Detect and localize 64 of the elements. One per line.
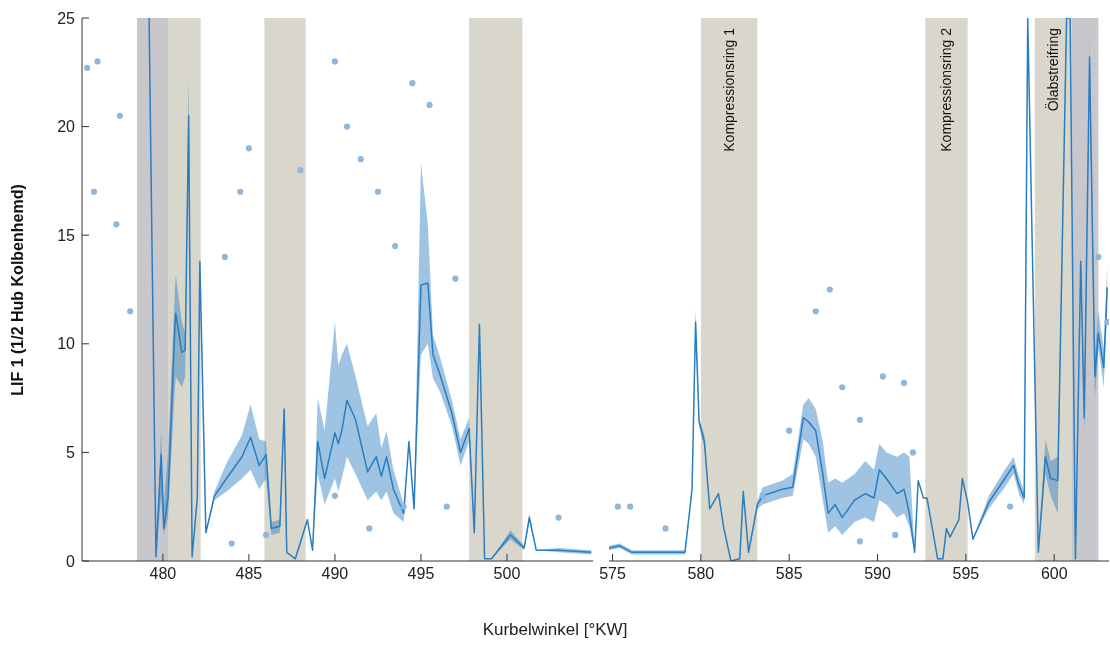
point — [614, 503, 621, 510]
point — [826, 286, 833, 293]
y-tick-label: 25 — [57, 9, 76, 27]
point — [856, 416, 863, 423]
y-tick-label: 0 — [66, 552, 76, 570]
point — [221, 253, 228, 260]
point — [94, 58, 101, 65]
band-label: Kompressionsring 2 — [938, 27, 955, 152]
point — [392, 242, 399, 250]
point — [786, 427, 793, 434]
x-tick-label: 595 — [952, 565, 980, 583]
point — [357, 156, 364, 163]
point — [1006, 503, 1014, 510]
point — [1095, 253, 1102, 260]
x-tick-label: 575 — [599, 565, 626, 583]
x-tick-label: 490 — [321, 565, 349, 583]
point — [1104, 319, 1109, 326]
x-tick-label: 480 — [149, 565, 177, 583]
point — [839, 384, 846, 391]
point — [900, 379, 908, 386]
point — [331, 492, 339, 499]
x-tick-label: 500 — [493, 565, 521, 583]
point — [452, 275, 459, 282]
y-tick-label: 10 — [57, 335, 76, 353]
point — [400, 503, 407, 510]
point — [856, 538, 863, 545]
point — [245, 145, 252, 152]
point — [426, 101, 433, 108]
point — [879, 373, 886, 380]
point — [127, 308, 134, 315]
point — [331, 58, 339, 65]
point — [343, 123, 351, 130]
x-tick-label: 585 — [775, 565, 803, 583]
band-label: Ölabstreifring — [1044, 28, 1062, 112]
x-tick-label: 600 — [1040, 565, 1068, 583]
y-tick-label: 20 — [57, 118, 76, 136]
y-tick-label: 5 — [66, 444, 76, 462]
x-tick-label: 580 — [687, 565, 715, 583]
point — [116, 112, 123, 119]
point — [84, 64, 91, 72]
x-axis-title: Kurbelwinkel [°KW] — [481, 620, 629, 640]
point — [662, 525, 669, 532]
point — [297, 166, 304, 174]
y-axis-title: LIF 1 (1/2 Hub Kolbenhemd) — [9, 184, 27, 396]
point — [263, 531, 270, 539]
point — [759, 492, 766, 499]
point — [892, 531, 899, 539]
point — [113, 221, 120, 228]
point — [812, 308, 819, 315]
y-tick-label: 15 — [57, 226, 76, 244]
point — [228, 540, 235, 547]
point — [90, 188, 98, 195]
x-tick-label: 590 — [864, 565, 891, 583]
x-tick-label: 495 — [407, 565, 435, 583]
point — [366, 525, 373, 532]
point — [909, 449, 916, 456]
x-tick-label: 485 — [235, 565, 263, 583]
point — [409, 80, 416, 87]
point — [374, 188, 382, 195]
band-label: Kompressionsring 1 — [721, 27, 738, 152]
point — [627, 503, 634, 510]
point — [237, 188, 244, 195]
point — [555, 514, 562, 521]
point — [443, 503, 450, 510]
